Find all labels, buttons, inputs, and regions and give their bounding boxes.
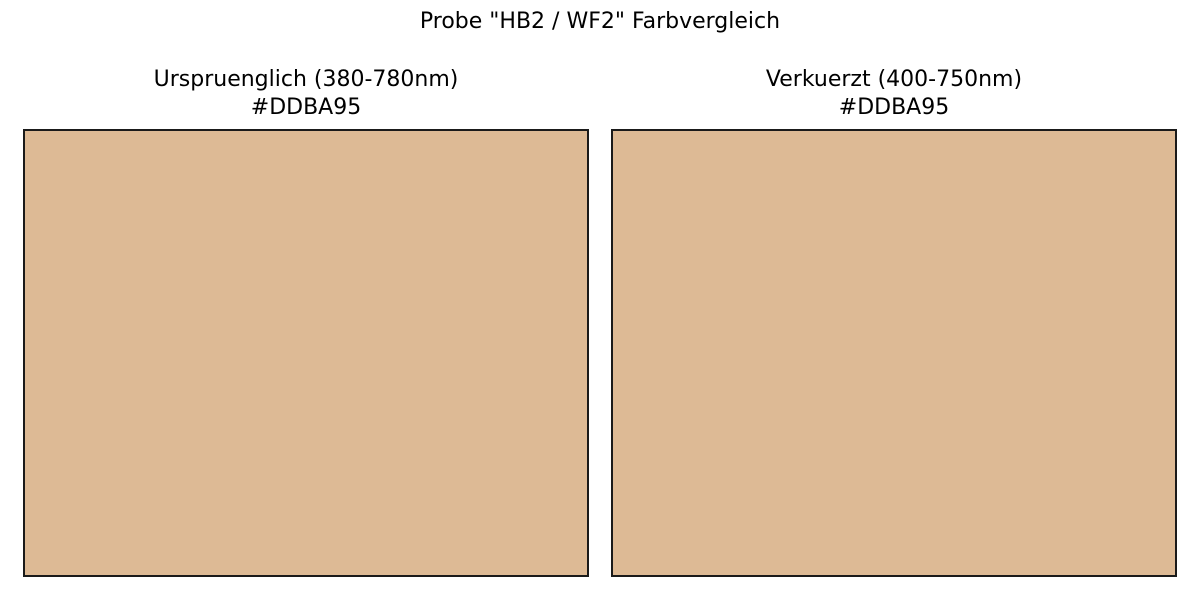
panel-original-title: Urspruenglich (380-780nm) #DDBA95 <box>23 66 589 122</box>
color-swatch-original <box>23 129 589 577</box>
panel-shortened: Verkuerzt (400-750nm) #DDBA95 <box>611 0 1177 600</box>
panel-original-range-label: Urspruenglich (380-780nm) <box>153 67 459 92</box>
figure-title: Probe "HB2 / WF2" Farbvergleich <box>419 9 781 34</box>
panel-original: Urspruenglich (380-780nm) #DDBA95 <box>23 0 589 600</box>
color-swatch-shortened <box>611 129 1177 577</box>
panel-original-hex-label: #DDBA95 <box>250 95 362 120</box>
panel-shortened-title: Verkuerzt (400-750nm) #DDBA95 <box>611 66 1177 122</box>
panel-shortened-range-label: Verkuerzt (400-750nm) <box>765 67 1023 92</box>
panel-shortened-hex-label: #DDBA95 <box>838 95 950 120</box>
